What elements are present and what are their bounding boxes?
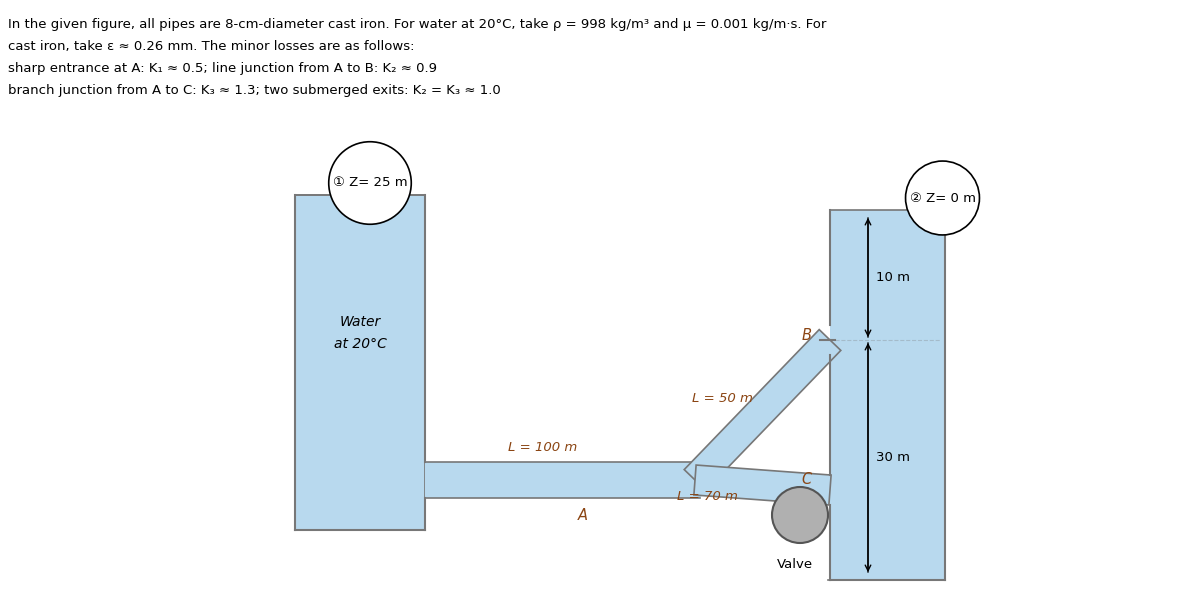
- Polygon shape: [685, 330, 841, 491]
- Text: ① Z= 25 m: ① Z= 25 m: [333, 176, 407, 190]
- Text: branch junction from A to C: K₃ ≈ 1.3; two submerged exits: K₂ = K₃ ≈ 1.0: branch junction from A to C: K₃ ≈ 1.3; t…: [8, 84, 501, 97]
- Bar: [425, 462, 700, 498]
- Text: Water: Water: [340, 316, 381, 330]
- Text: L = 50 m: L = 50 m: [692, 392, 753, 405]
- Polygon shape: [694, 465, 831, 505]
- Text: L = 70 m: L = 70 m: [677, 490, 737, 503]
- Text: C: C: [802, 472, 812, 488]
- Text: A: A: [578, 508, 587, 523]
- Text: sharp entrance at A: K₁ ≈ 0.5; line junction from A to B: K₂ ≈ 0.9: sharp entrance at A: K₁ ≈ 0.5; line junc…: [8, 62, 437, 75]
- Text: L = 100 m: L = 100 m: [508, 441, 578, 454]
- Text: Valve: Valve: [777, 558, 813, 571]
- Text: at 20°C: at 20°C: [334, 337, 387, 351]
- Text: 10 m: 10 m: [876, 271, 910, 284]
- Text: ② Z= 0 m: ② Z= 0 m: [909, 192, 975, 204]
- Text: B: B: [802, 328, 812, 342]
- Bar: [830, 210, 945, 580]
- Text: cast iron, take ε ≈ 0.26 mm. The minor losses are as follows:: cast iron, take ε ≈ 0.26 mm. The minor l…: [8, 40, 414, 53]
- Polygon shape: [685, 462, 706, 498]
- Bar: [295, 195, 425, 530]
- Text: 30 m: 30 m: [876, 451, 910, 464]
- Circle shape: [772, 487, 827, 543]
- Text: In the given figure, all pipes are 8-cm-diameter cast iron. For water at 20°C, t: In the given figure, all pipes are 8-cm-…: [8, 18, 826, 31]
